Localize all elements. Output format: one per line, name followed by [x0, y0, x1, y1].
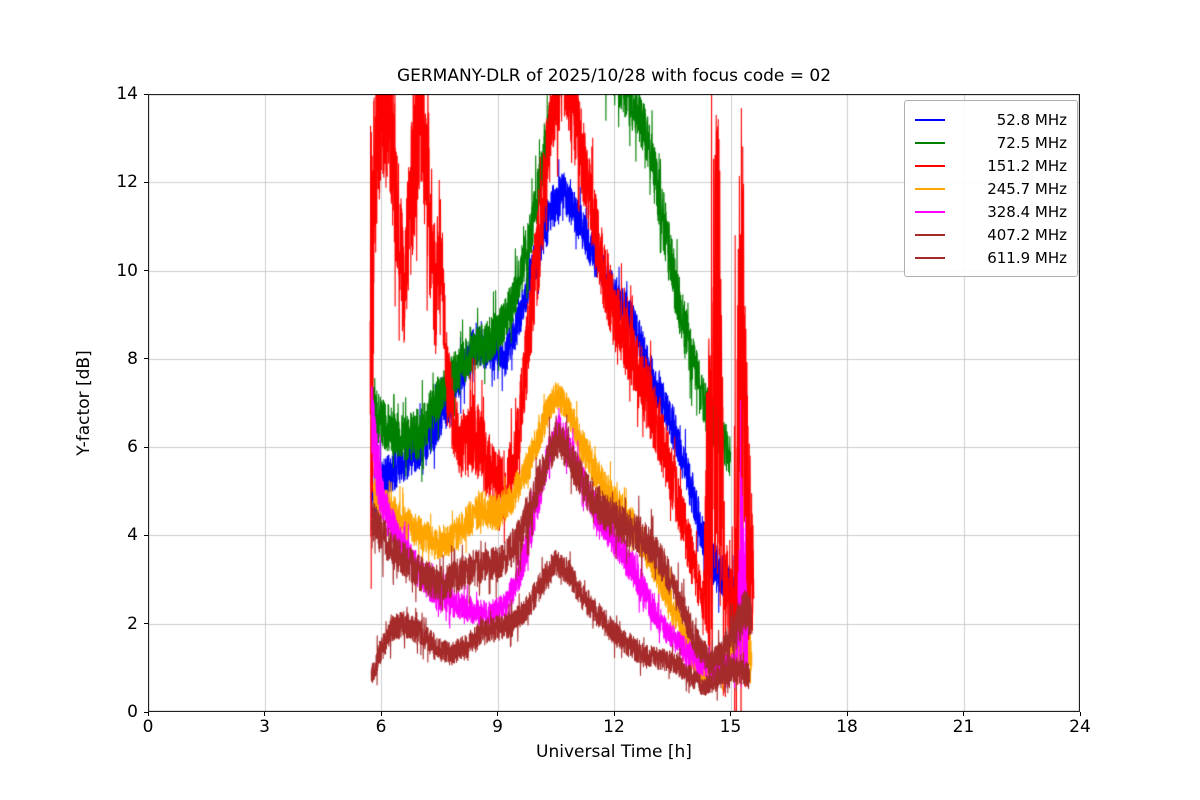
legend-entry: 611.9 MHz: [915, 246, 1067, 269]
x-tick-mark: [264, 712, 265, 716]
legend-swatch: [915, 256, 945, 259]
legend-entry: 328.4 MHz: [915, 200, 1067, 223]
legend-swatch: [915, 187, 945, 190]
y-tick-label: 6: [127, 437, 138, 458]
y-tick-mark: [144, 711, 148, 713]
legend-label: 151.2 MHz: [987, 156, 1067, 175]
x-tick-mark: [497, 712, 498, 716]
y-tick-mark: [144, 181, 148, 183]
x-tick-label: 0: [142, 717, 154, 737]
legend-entry: 52.8 MHz: [915, 108, 1067, 131]
y-tick-mark: [144, 534, 148, 536]
chart-title: GERMANY-DLR of 2025/10/28 with focus cod…: [396, 66, 832, 86]
x-tick-mark: [846, 712, 848, 716]
y-tick-label: 4: [127, 525, 138, 546]
x-tick-label: 6: [375, 717, 387, 737]
legend-label: 328.4 MHz: [987, 202, 1067, 221]
y-tick-mark: [144, 446, 148, 448]
x-tick-label: 3: [259, 717, 270, 737]
legend-swatch: [915, 164, 945, 167]
legend-label: 611.9 MHz: [987, 248, 1067, 267]
legend-label: 407.2 MHz: [987, 225, 1067, 244]
legend-label: 245.7 MHz: [987, 179, 1067, 198]
y-axis-label: Y-factor [dB]: [74, 350, 94, 456]
y-tick-mark: [144, 623, 148, 625]
y-tick-label: 8: [127, 348, 138, 369]
legend: 52.8 MHz 72.5 MHz 151.2 MHz 245.7 MHz 328.4 …: [904, 100, 1078, 277]
x-tick-label: 12: [603, 717, 625, 737]
y-tick-mark: [144, 358, 148, 360]
legend-entry: 407.2 MHz: [915, 223, 1067, 246]
x-tick-label: 18: [836, 717, 858, 737]
legend-entry: 151.2 MHz: [915, 154, 1067, 177]
y-tick-label: 0: [127, 702, 138, 722]
legend-swatch: [915, 118, 945, 121]
y-tick-label: 2: [127, 613, 138, 634]
y-tick-mark: [144, 93, 148, 95]
y-tick-label: 10: [116, 260, 138, 281]
legend-swatch: [915, 210, 945, 213]
legend-label: 72.5 MHz: [996, 133, 1067, 152]
y-tick-mark: [144, 270, 148, 272]
x-axis-label: Universal Time [h]: [536, 742, 692, 762]
x-tick-mark: [613, 712, 615, 716]
x-tick-mark: [963, 712, 964, 716]
x-tick-mark: [380, 712, 382, 716]
y-tick-label: 12: [116, 172, 138, 193]
x-tick-label: 24: [1069, 717, 1091, 737]
x-tick-mark: [1079, 712, 1081, 716]
x-tick-label: 15: [719, 717, 742, 737]
legend-label: 52.8 MHz: [996, 110, 1067, 129]
legend-entry: 245.7 MHz: [915, 177, 1067, 200]
legend-swatch: [915, 141, 945, 144]
x-tick-label: 9: [492, 717, 503, 737]
x-tick-mark: [147, 712, 149, 716]
x-tick-label: 21: [952, 717, 975, 737]
x-tick-mark: [730, 712, 731, 716]
y-tick-label: 14: [116, 84, 138, 104]
legend-entry: 72.5 MHz: [915, 131, 1067, 154]
legend-swatch: [915, 233, 945, 236]
